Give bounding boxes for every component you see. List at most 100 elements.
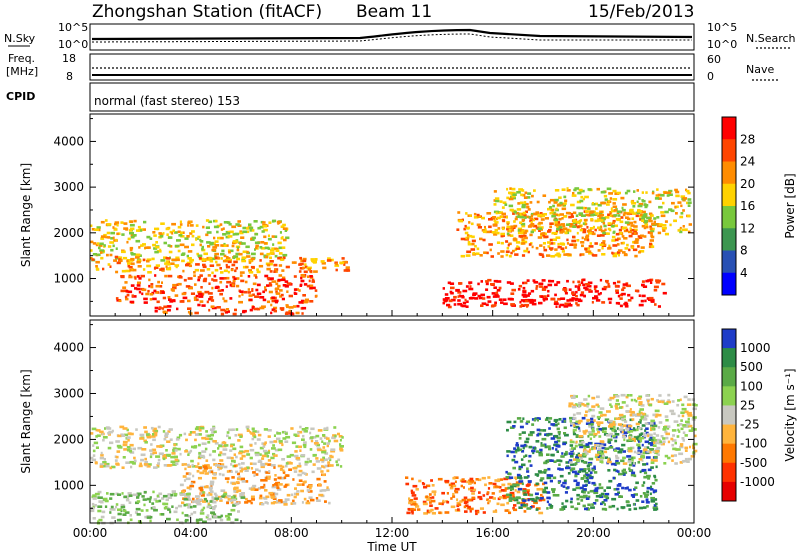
data-cell <box>570 396 576 399</box>
data-cell <box>530 230 534 234</box>
data-cell <box>572 488 577 491</box>
data-cell <box>597 226 601 230</box>
data-cell <box>136 260 141 264</box>
data-cell <box>583 453 587 456</box>
data-cell <box>577 502 581 505</box>
data-cell <box>167 430 171 433</box>
data-cell <box>218 495 222 499</box>
data-cell <box>285 462 289 465</box>
data-cell <box>301 471 305 475</box>
data-cell <box>500 232 505 236</box>
data-cell <box>560 297 566 300</box>
data-cell <box>234 308 237 312</box>
data-cell <box>168 298 172 301</box>
data-cell <box>229 283 232 287</box>
data-cell <box>610 405 613 408</box>
data-cell <box>608 419 613 423</box>
data-cell <box>623 237 628 240</box>
data-cell <box>226 470 230 473</box>
data-cell <box>152 231 156 234</box>
data-cell <box>549 206 552 209</box>
data-cell <box>266 267 271 271</box>
data-cell <box>210 511 215 514</box>
data-cell <box>150 443 153 446</box>
data-cell <box>152 297 157 301</box>
data-cell <box>241 242 246 245</box>
data-cell <box>649 433 653 437</box>
data-cell <box>296 490 300 493</box>
data-cell <box>223 242 226 246</box>
data-cell <box>641 459 644 462</box>
data-cell <box>662 437 666 440</box>
data-cell <box>408 497 411 500</box>
data-cell <box>225 263 228 267</box>
data-cell <box>195 426 201 429</box>
data-cell <box>543 246 546 249</box>
data-cell <box>561 250 565 253</box>
data-cell <box>463 505 466 509</box>
data-cell <box>595 202 598 206</box>
data-cell <box>300 454 306 457</box>
data-cell <box>128 229 133 232</box>
data-cell <box>110 237 114 240</box>
data-cell <box>122 513 127 516</box>
data-cell <box>211 506 216 509</box>
data-cell <box>611 504 616 508</box>
data-cell <box>263 242 268 245</box>
data-cell <box>549 225 552 229</box>
data-cell <box>101 432 104 436</box>
data-cell <box>511 229 515 232</box>
data-cell <box>299 284 302 287</box>
data-cell <box>511 288 516 292</box>
data-cell <box>644 440 650 444</box>
data-cell <box>604 198 608 201</box>
data-cell <box>431 512 436 515</box>
data-cell <box>586 418 591 422</box>
data-cell <box>568 452 574 455</box>
data-cell <box>246 453 251 456</box>
data-cell <box>249 226 253 230</box>
data-cell <box>201 304 206 307</box>
data-cell <box>520 303 524 307</box>
data-cell <box>293 275 297 278</box>
data-cell <box>520 193 524 197</box>
data-cell <box>153 427 157 431</box>
data-cell <box>598 219 604 222</box>
data-cell <box>502 489 507 492</box>
data-cell <box>608 301 612 304</box>
data-cell <box>219 223 223 226</box>
data-cell <box>487 501 490 505</box>
data-cell <box>226 276 230 280</box>
data-cell <box>576 497 580 501</box>
data-cell <box>103 244 106 247</box>
data-cell <box>606 187 612 191</box>
data-cell <box>574 422 580 425</box>
data-cell <box>116 261 121 265</box>
data-cell <box>546 496 551 500</box>
data-cell <box>301 312 304 315</box>
data-cell <box>331 436 336 440</box>
data-cell <box>116 232 119 236</box>
data-cell <box>254 295 260 298</box>
data-cell <box>221 249 225 253</box>
data-cell <box>188 451 191 454</box>
data-cell <box>595 207 598 210</box>
data-cell <box>452 495 456 498</box>
data-cell <box>268 290 273 294</box>
data-cell <box>303 283 308 286</box>
data-cell <box>129 246 134 250</box>
data-cell <box>155 455 161 458</box>
data-cell <box>555 444 561 448</box>
data-cell <box>118 256 121 259</box>
data-cell <box>255 244 259 248</box>
y-tick-label: 1000 <box>53 478 84 492</box>
data-cell <box>318 483 322 486</box>
data-cell <box>197 456 202 460</box>
data-cell <box>523 491 527 494</box>
data-cell <box>546 416 549 420</box>
data-cell <box>264 452 269 455</box>
data-cell <box>630 398 633 402</box>
data-cell <box>192 446 197 449</box>
data-cell <box>523 476 529 479</box>
data-cell <box>167 508 171 511</box>
